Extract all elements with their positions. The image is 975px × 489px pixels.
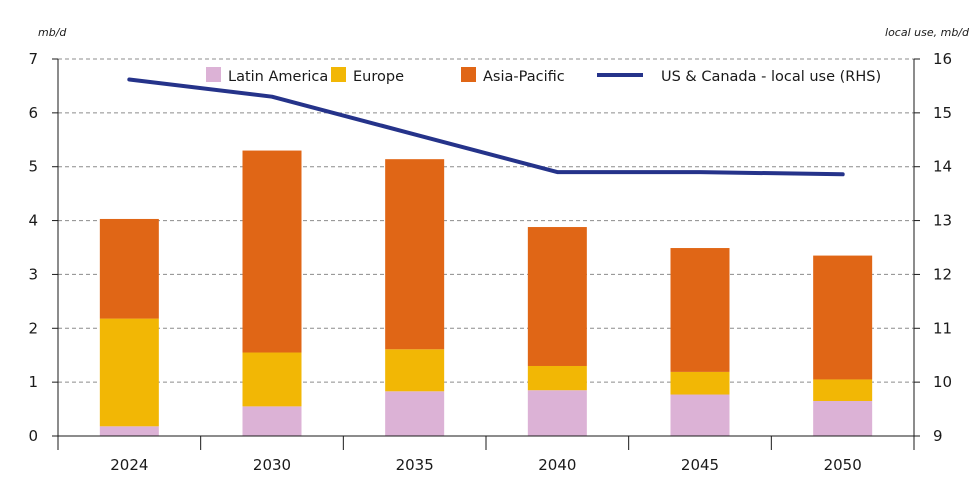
x-axis-tick-label: 2035 bbox=[396, 456, 434, 474]
right-axis-tick-label: 13 bbox=[933, 212, 952, 230]
bar-latin-america-2024 bbox=[99, 426, 159, 436]
legend: Latin America Europe Asia-Pacific US & Cana… bbox=[206, 67, 881, 85]
axes bbox=[52, 58, 920, 450]
x-axis-tick-label: 2024 bbox=[110, 456, 148, 474]
bar-asia-pacific-2045 bbox=[670, 248, 730, 372]
legend-swatch bbox=[331, 67, 346, 82]
legend-swatch bbox=[206, 67, 221, 82]
right-axis-tick-label: 14 bbox=[933, 158, 952, 176]
bar-europe-2030 bbox=[242, 352, 302, 407]
x-axis-tick-label: 2040 bbox=[538, 456, 576, 474]
bar-latin-america-2045 bbox=[670, 394, 730, 436]
bar-asia-pacific-2040 bbox=[527, 227, 587, 366]
x-axis-tick-label: 2045 bbox=[681, 456, 719, 474]
left-axis-tick-label: 6 bbox=[28, 104, 38, 122]
right-axis-tick-label: 16 bbox=[933, 50, 952, 68]
right-axis-tick-label: 12 bbox=[933, 265, 952, 283]
bar-asia-pacific-2050 bbox=[813, 255, 873, 380]
left-axis-tick-label: 5 bbox=[28, 158, 38, 176]
right-axis-tick-label: 10 bbox=[933, 373, 952, 391]
bar-europe-2024 bbox=[99, 318, 159, 427]
us-canada-local-use-line bbox=[127, 77, 845, 177]
right-axis-tick-label: 11 bbox=[933, 319, 952, 337]
bar-latin-america-2035 bbox=[385, 391, 445, 436]
x-axis-tick-label: 2050 bbox=[824, 456, 862, 474]
bar-asia-pacific-2024 bbox=[99, 218, 159, 319]
left-axis-tick-label: 2 bbox=[28, 319, 38, 337]
bars bbox=[99, 150, 873, 436]
bar-asia-pacific-2030 bbox=[242, 150, 302, 353]
bar-asia-pacific-2035 bbox=[385, 159, 445, 350]
left-axis-unit-label: mb/d bbox=[38, 26, 67, 39]
right-axis-tick-label: 15 bbox=[933, 104, 952, 122]
bar-latin-america-2040 bbox=[527, 390, 587, 436]
rhs-line bbox=[127, 77, 845, 177]
left-axis-tick-label: 0 bbox=[28, 427, 38, 445]
left-axis-tick-label: 3 bbox=[28, 265, 38, 283]
bar-latin-america-2050 bbox=[813, 400, 873, 436]
right-axis-unit-label: local use, mb/d bbox=[885, 26, 970, 39]
bar-europe-2035 bbox=[385, 349, 445, 392]
bar-europe-2050 bbox=[813, 379, 873, 401]
legend-label: Asia-Pacific bbox=[483, 69, 565, 85]
bar-latin-america-2030 bbox=[242, 406, 302, 436]
legend-label: Latin America bbox=[228, 69, 328, 85]
legend-label: US & Canada - local use (RHS) bbox=[661, 69, 881, 85]
legend-swatch bbox=[461, 67, 476, 82]
legend-label: Europe bbox=[353, 69, 404, 85]
left-axis-tick-label: 7 bbox=[28, 50, 38, 68]
bar-europe-2040 bbox=[527, 365, 587, 391]
bar-europe-2045 bbox=[670, 371, 730, 395]
gridlines bbox=[58, 58, 914, 383]
x-axis-tick-label: 2030 bbox=[253, 456, 291, 474]
left-axis-tick-label: 4 bbox=[28, 212, 38, 230]
right-axis-tick-label: 9 bbox=[933, 427, 943, 445]
left-axis-tick-label: 1 bbox=[28, 373, 38, 391]
